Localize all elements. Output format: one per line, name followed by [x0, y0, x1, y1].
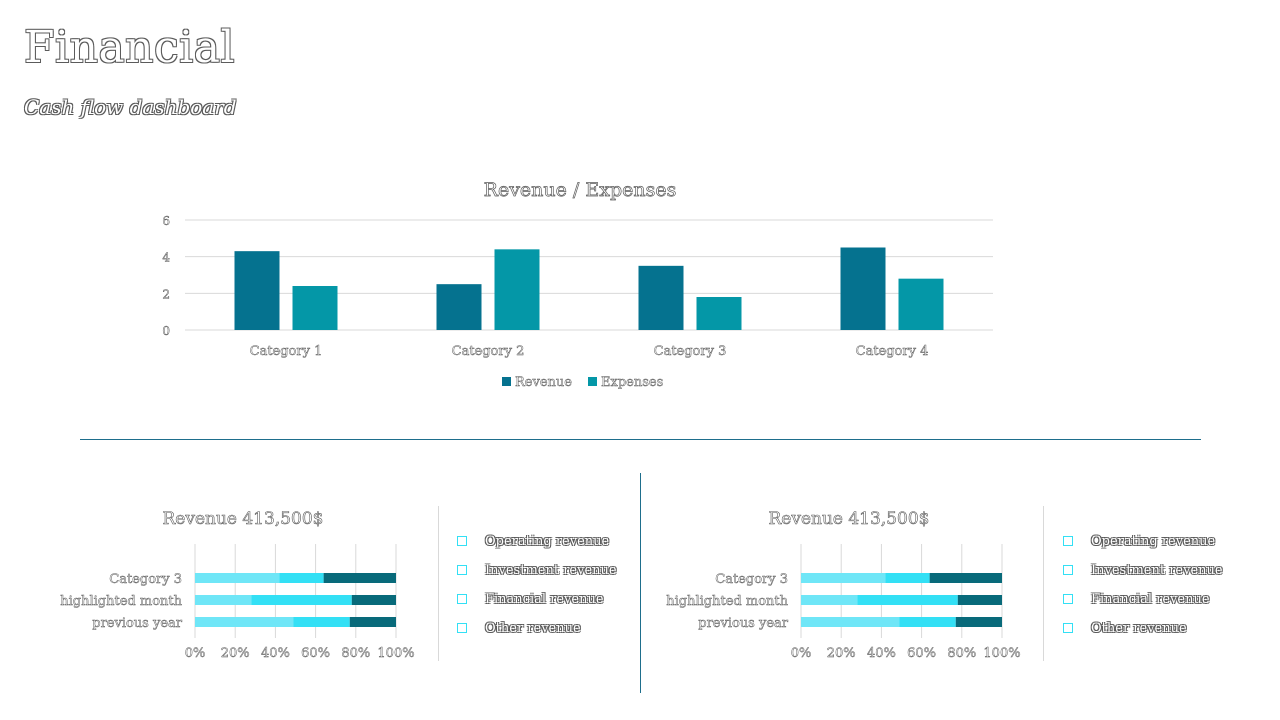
bar-expenses-4	[898, 278, 944, 330]
right-legend-separator	[1043, 506, 1044, 661]
bar-segment-3-row-2	[957, 595, 1002, 605]
y-tick-label: 2	[162, 287, 170, 301]
revenue-breakdown-chart-right: Revenue 413,500$ Category 3 highlighted m…	[666, 509, 1021, 662]
bar-segment-2-row-1	[279, 573, 324, 583]
legend-swatch-revenue	[502, 377, 511, 386]
x-tick-label: Category 4	[856, 344, 929, 359]
stacked-chart-y-axis: Category 3 highlighted month previous year	[666, 572, 789, 632]
bar-revenue-2	[436, 284, 482, 330]
y-tick-label: 6	[162, 214, 170, 228]
bar-segment-1-row-3	[801, 617, 900, 627]
stacked-chart-x-axis: 0% 20% 40% 60% 80% 100%	[184, 646, 414, 662]
y-tick-label: highlighted month	[666, 594, 788, 609]
x-tick-label: 80%	[947, 646, 976, 661]
legend-square-icon	[457, 536, 467, 546]
bar-revenue-3	[638, 265, 684, 330]
x-tick-label: Category 3	[654, 344, 727, 359]
x-tick-label: 0%	[185, 646, 206, 661]
revenue-breakdown-chart-left: Revenue 413,500$ Category 3 highlighted m…	[60, 509, 415, 662]
stacked-chart-x-axis: 0% 20% 40% 60% 80% 100%	[790, 646, 1020, 662]
legend-square-icon	[457, 623, 467, 633]
main-chart-title: Revenue / Expenses	[484, 179, 677, 201]
bar-segment-2-row-2	[251, 595, 352, 605]
x-tick-label: Category 2	[452, 344, 525, 359]
left-legend-separator	[438, 506, 439, 661]
legend-square-icon	[1063, 565, 1073, 575]
bar-segment-3-row-1	[929, 573, 1002, 583]
bar-revenue-4	[840, 247, 886, 330]
y-tick-label: Category 3	[715, 572, 788, 587]
main-chart-bars	[234, 247, 944, 330]
page-title: Financial	[24, 22, 236, 73]
legend-label-expenses: Expenses	[601, 375, 663, 390]
y-tick-label: previous year	[698, 616, 789, 631]
panel-divider	[640, 473, 641, 693]
main-chart-legend: Revenue Expenses	[502, 375, 664, 390]
x-tick-label: 80%	[341, 646, 370, 661]
legend-square-icon	[1063, 594, 1073, 604]
section-divider	[80, 439, 1201, 440]
bar-segment-1-row-3	[195, 617, 294, 627]
left-chart-title: Revenue 413,500$	[162, 509, 323, 529]
stacked-chart-y-axis: Category 3 highlighted month previous year	[60, 572, 183, 632]
y-tick-label: highlighted month	[60, 594, 182, 609]
x-tick-label: 60%	[301, 646, 330, 661]
x-tick-label: 0%	[791, 646, 812, 661]
bar-expenses-1	[292, 286, 338, 330]
x-tick-label: 40%	[867, 646, 896, 661]
bar-segment-3-row-1	[323, 573, 396, 583]
legend-swatch-expenses	[588, 377, 597, 386]
y-tick-label: 4	[162, 251, 170, 265]
bar-segment-2-row-2	[857, 595, 958, 605]
x-tick-label: 60%	[907, 646, 936, 661]
y-tick-label: Category 3	[109, 572, 182, 587]
main-chart-y-axis: 0 2 4 6	[162, 214, 171, 339]
bar-segment-1-row-1	[801, 573, 886, 583]
bar-segment-1-row-2	[195, 595, 252, 605]
bar-segment-2-row-3	[899, 617, 956, 627]
x-tick-label: 100%	[377, 646, 414, 661]
legend-square-icon	[1063, 536, 1073, 546]
x-tick-label: 20%	[827, 646, 856, 661]
legend-square-icon	[457, 565, 467, 575]
x-tick-label: 20%	[221, 646, 250, 661]
bar-segment-3-row-3	[955, 617, 1002, 627]
legend-square-icon	[457, 594, 467, 604]
right-chart-title: Revenue 413,500$	[768, 509, 929, 529]
legend-label-revenue: Revenue	[515, 375, 572, 390]
y-tick-label: previous year	[92, 616, 183, 631]
legend-square-icon	[1063, 623, 1073, 633]
bar-segment-1-row-2	[801, 595, 858, 605]
bar-segment-2-row-1	[885, 573, 930, 583]
main-chart-x-axis: Category 1 Category 2 Category 3 Category 4	[249, 344, 929, 360]
x-tick-label: 100%	[983, 646, 1020, 661]
stacked-chart-bars	[801, 573, 1002, 627]
bar-segment-1-row-1	[195, 573, 280, 583]
x-tick-label: 40%	[261, 646, 290, 661]
bar-revenue-1	[234, 251, 280, 330]
y-tick-label: 0	[162, 324, 170, 338]
x-tick-label: Category 1	[250, 344, 323, 359]
page-subtitle: Cash flow dashboard	[24, 95, 237, 119]
bar-expenses-2	[494, 249, 540, 330]
bar-segment-3-row-3	[349, 617, 396, 627]
bar-segment-2-row-3	[293, 617, 350, 627]
bar-expenses-3	[696, 297, 742, 330]
stacked-chart-bars	[195, 573, 396, 627]
bar-segment-3-row-2	[351, 595, 396, 605]
